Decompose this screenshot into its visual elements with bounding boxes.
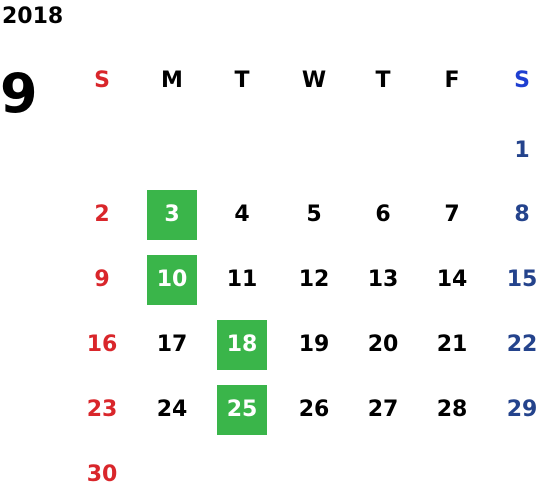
day-cell-11[interactable]: 11 xyxy=(226,267,258,292)
day-cell-8[interactable]: 8 xyxy=(514,202,530,227)
day-cell-6[interactable]: 6 xyxy=(375,202,391,227)
day-cell-22[interactable]: 22 xyxy=(506,332,538,357)
day-cell-1[interactable]: 1 xyxy=(514,138,530,163)
day-cell-14[interactable]: 14 xyxy=(436,267,468,292)
day-cell-27[interactable]: 27 xyxy=(367,397,399,422)
day-cell-7[interactable]: 7 xyxy=(444,202,460,227)
day-cell-30[interactable]: 30 xyxy=(86,462,118,487)
calendar-month: 9 xyxy=(0,62,38,125)
day-cell-9[interactable]: 9 xyxy=(94,267,110,292)
day-cell-20[interactable]: 20 xyxy=(367,332,399,357)
weekday-header-tuesday: T xyxy=(234,68,250,93)
day-cell-18[interactable]: 18 xyxy=(217,320,267,370)
weekday-header-monday: M xyxy=(161,68,183,93)
calendar-year: 2018 xyxy=(2,4,64,29)
weekday-header-saturday: S xyxy=(514,68,530,93)
day-cell-26[interactable]: 26 xyxy=(298,397,330,422)
day-cell-28[interactable]: 28 xyxy=(436,397,468,422)
day-cell-12[interactable]: 12 xyxy=(298,267,330,292)
day-cell-3[interactable]: 3 xyxy=(147,190,197,240)
day-cell-23[interactable]: 23 xyxy=(86,397,118,422)
day-cell-13[interactable]: 13 xyxy=(367,267,399,292)
day-cell-5[interactable]: 5 xyxy=(306,202,322,227)
weekday-header-thursday: T xyxy=(375,68,391,93)
weekday-header-wednesday: W xyxy=(301,68,327,93)
day-cell-25[interactable]: 25 xyxy=(217,385,267,435)
day-cell-17[interactable]: 17 xyxy=(156,332,188,357)
day-cell-24[interactable]: 24 xyxy=(156,397,188,422)
day-cell-29[interactable]: 29 xyxy=(506,397,538,422)
day-cell-21[interactable]: 21 xyxy=(436,332,468,357)
weekday-header-friday: F xyxy=(444,68,460,93)
day-cell-2[interactable]: 2 xyxy=(94,202,110,227)
weekday-header-sunday: S xyxy=(94,68,110,93)
day-cell-16[interactable]: 16 xyxy=(86,332,118,357)
day-cell-4[interactable]: 4 xyxy=(234,202,250,227)
day-cell-15[interactable]: 15 xyxy=(506,267,538,292)
day-cell-19[interactable]: 19 xyxy=(298,332,330,357)
day-cell-10[interactable]: 10 xyxy=(147,255,197,305)
